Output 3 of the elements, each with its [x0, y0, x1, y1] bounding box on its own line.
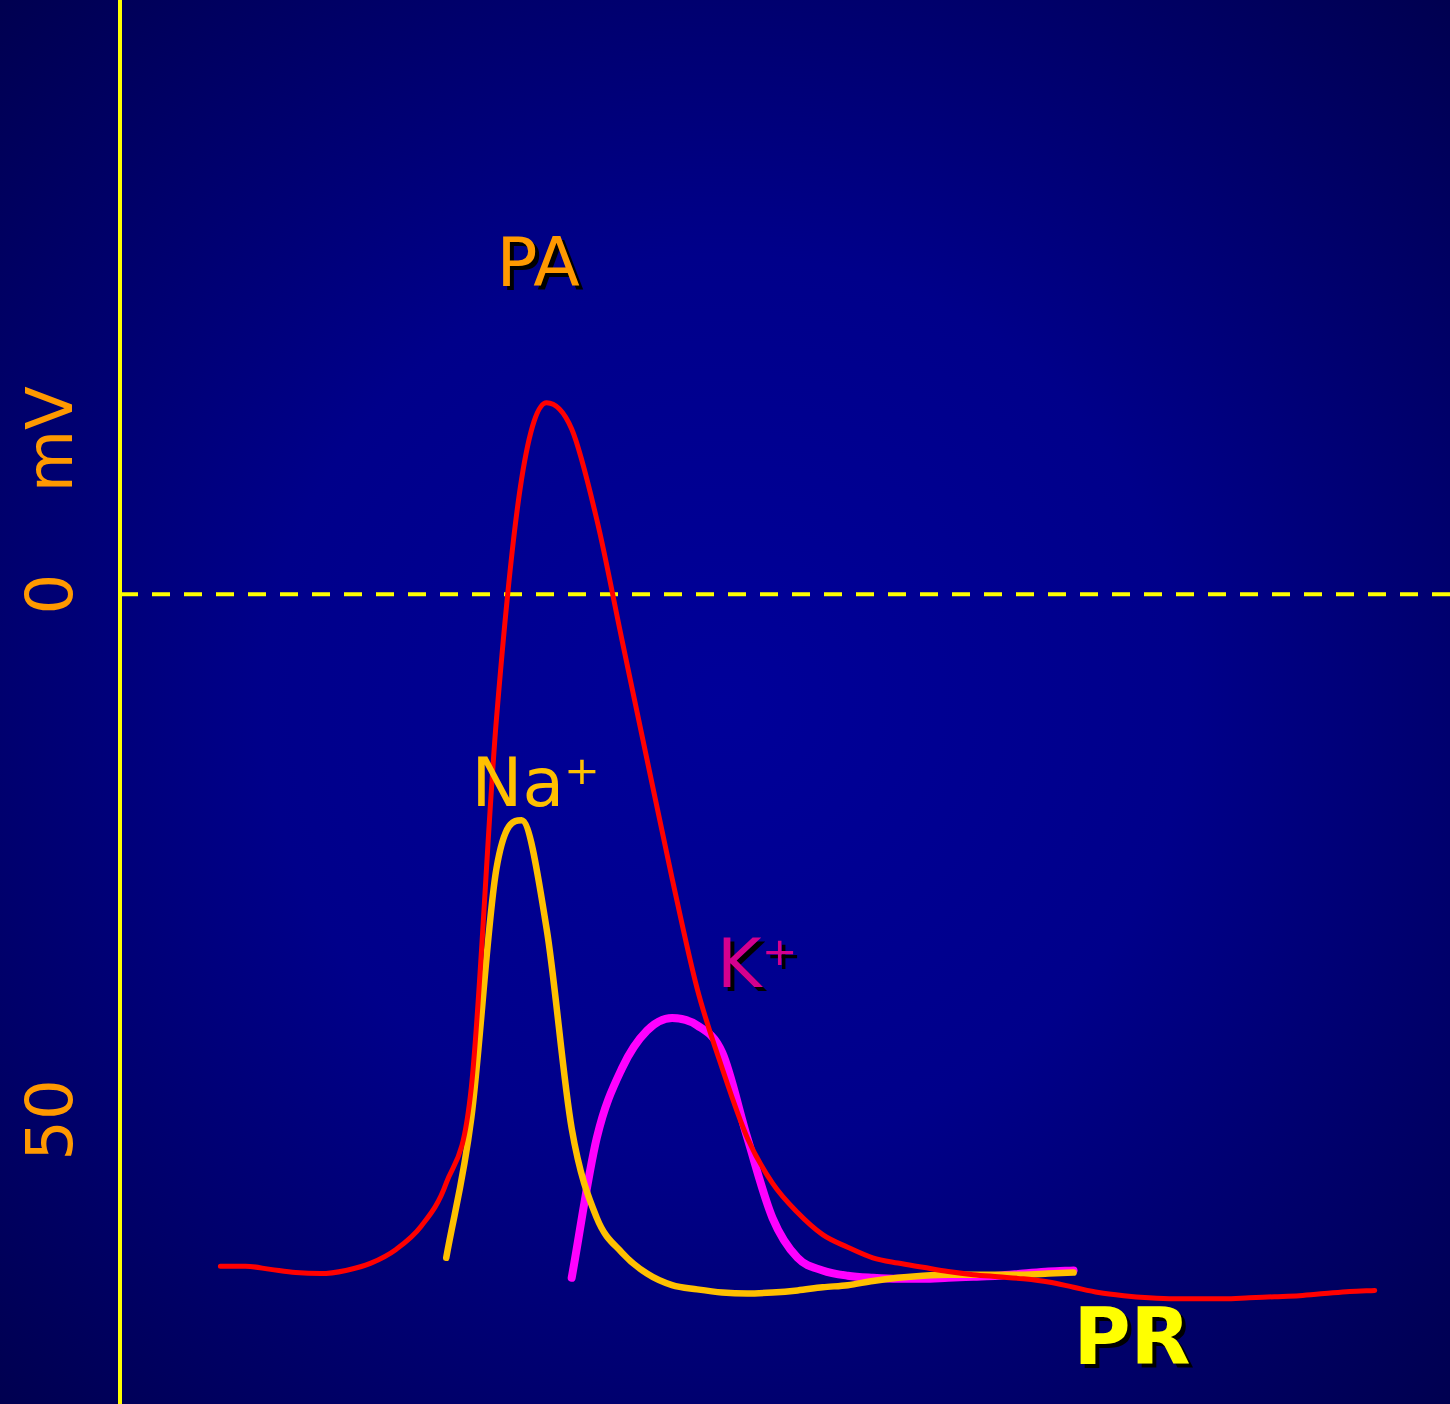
y-tick-label: 0	[12, 573, 87, 615]
y-axis-title: mV	[12, 385, 87, 493]
y-tick-label: 50	[12, 1079, 87, 1161]
